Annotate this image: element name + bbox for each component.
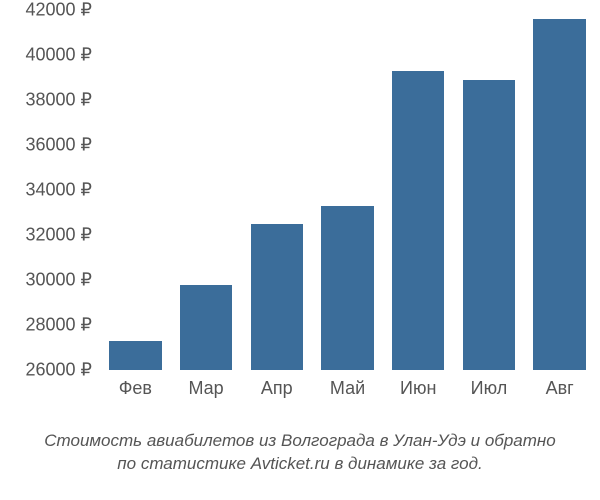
y-tick-label: 32000 ₽	[25, 225, 92, 246]
bar	[533, 19, 585, 370]
y-tick-label: 42000 ₽	[25, 0, 92, 21]
x-tick-label: Авг	[546, 378, 574, 399]
bar	[180, 285, 232, 371]
y-tick-label: 28000 ₽	[25, 315, 92, 336]
y-tick-label: 36000 ₽	[25, 135, 92, 156]
x-tick-label: Июл	[471, 378, 508, 399]
y-tick-label: 38000 ₽	[25, 90, 92, 111]
x-axis: Фев Мар Апр Май Июн Июл Авг	[100, 378, 595, 408]
x-tick-label: Фев	[119, 378, 152, 399]
bar	[463, 80, 515, 370]
caption-line-1: Стоимость авиабилетов из Волгограда в Ул…	[44, 431, 556, 450]
bar	[251, 224, 303, 370]
x-tick-label: Май	[330, 378, 365, 399]
y-tick-label: 26000 ₽	[25, 360, 92, 381]
caption-line-2: по статистике Avticket.ru в динамике за …	[117, 454, 482, 473]
bar	[109, 341, 161, 370]
x-tick-label: Апр	[261, 378, 293, 399]
y-tick-label: 40000 ₽	[25, 45, 92, 66]
bar	[392, 71, 444, 370]
x-tick-label: Мар	[188, 378, 223, 399]
y-tick-label: 30000 ₽	[25, 270, 92, 291]
price-bar-chart: 26000 ₽ 28000 ₽ 30000 ₽ 32000 ₽ 34000 ₽ 36000…	[0, 0, 600, 420]
plot-area	[100, 10, 595, 370]
x-tick-label: Июн	[400, 378, 436, 399]
y-axis: 26000 ₽ 28000 ₽ 30000 ₽ 32000 ₽ 34000 ₽ 36000…	[0, 0, 100, 380]
y-tick-label: 34000 ₽	[25, 180, 92, 201]
bar	[321, 206, 373, 370]
chart-caption: Стоимость авиабилетов из Волгограда в Ул…	[0, 430, 600, 476]
